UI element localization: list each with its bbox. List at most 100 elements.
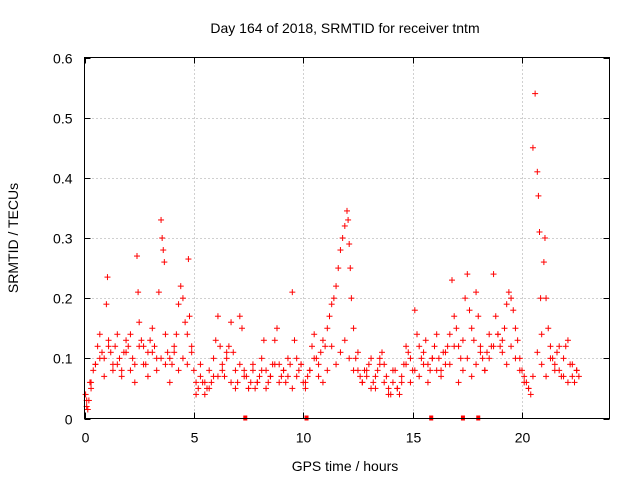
data-point bbox=[442, 349, 449, 356]
data-point bbox=[282, 379, 289, 386]
data-point bbox=[385, 385, 392, 392]
data-point bbox=[232, 385, 239, 392]
x-tick-label: 20 bbox=[515, 430, 531, 446]
x-tick-label: 15 bbox=[406, 430, 422, 446]
data-point bbox=[389, 367, 396, 374]
data-point bbox=[322, 343, 329, 350]
data-point bbox=[339, 235, 346, 241]
data-point bbox=[94, 343, 101, 350]
data-point bbox=[236, 313, 243, 320]
data-point bbox=[193, 391, 200, 398]
data-point bbox=[271, 337, 278, 344]
data-point bbox=[429, 355, 436, 362]
data-point bbox=[335, 265, 342, 272]
data-point bbox=[569, 373, 576, 380]
data-point bbox=[551, 361, 558, 368]
data-point bbox=[405, 349, 412, 356]
data-point bbox=[131, 361, 138, 368]
data-point bbox=[376, 355, 383, 362]
data-point bbox=[372, 373, 379, 380]
data-point bbox=[529, 144, 536, 151]
data-point bbox=[571, 379, 578, 386]
data-point bbox=[411, 367, 418, 374]
data-point bbox=[449, 277, 455, 284]
data-point bbox=[505, 289, 512, 296]
data-point bbox=[171, 349, 178, 356]
data-point bbox=[468, 325, 475, 332]
data-point bbox=[225, 343, 232, 350]
data-point bbox=[503, 301, 510, 308]
data-point bbox=[214, 373, 221, 380]
data-point bbox=[201, 379, 208, 386]
y-tick-label: 0.2 bbox=[53, 291, 73, 307]
data-point bbox=[529, 373, 536, 380]
data-point bbox=[490, 343, 497, 350]
data-point bbox=[311, 355, 318, 362]
data-point bbox=[433, 367, 440, 374]
data-point bbox=[457, 355, 464, 362]
data-point bbox=[541, 235, 548, 241]
data-point bbox=[127, 367, 134, 374]
data-point bbox=[267, 373, 274, 380]
data-point bbox=[96, 331, 103, 338]
data-point bbox=[92, 361, 99, 368]
data-point bbox=[159, 235, 166, 241]
data-point bbox=[468, 373, 475, 380]
data-point bbox=[473, 361, 480, 368]
data-point bbox=[396, 391, 403, 398]
data-point bbox=[560, 373, 567, 380]
data-point bbox=[228, 319, 235, 326]
data-point bbox=[414, 331, 420, 338]
data-point bbox=[109, 367, 116, 374]
data-point bbox=[379, 349, 385, 356]
data-point bbox=[499, 337, 506, 344]
data-point bbox=[184, 361, 191, 368]
data-point bbox=[499, 349, 506, 356]
data-point bbox=[118, 373, 125, 380]
data-point bbox=[135, 289, 142, 296]
data-point bbox=[140, 361, 147, 368]
data-point bbox=[276, 379, 283, 386]
data-point bbox=[363, 367, 370, 374]
data-point bbox=[418, 355, 425, 362]
data-point bbox=[451, 343, 458, 350]
data-point bbox=[184, 331, 191, 338]
data-point bbox=[354, 349, 361, 356]
data-point bbox=[537, 295, 544, 302]
data-point bbox=[536, 228, 543, 235]
data-point bbox=[245, 385, 252, 392]
data-point bbox=[420, 349, 427, 356]
data-point bbox=[575, 373, 582, 380]
data-point bbox=[416, 373, 423, 380]
data-point bbox=[304, 373, 311, 380]
data-point bbox=[221, 373, 228, 380]
data-point bbox=[462, 295, 469, 302]
data-point bbox=[324, 367, 331, 374]
data-point bbox=[99, 349, 105, 356]
data-point bbox=[136, 319, 143, 326]
data-point bbox=[114, 331, 121, 338]
data-point bbox=[197, 361, 204, 368]
data-point bbox=[345, 216, 352, 223]
data-point bbox=[232, 367, 239, 374]
data-point bbox=[105, 337, 112, 344]
data-point bbox=[88, 379, 95, 386]
y-tick-labels: 0 0.1 0.2 0.3 0.4 0.5 0.6 bbox=[53, 51, 73, 428]
data-point bbox=[88, 385, 95, 392]
data-point bbox=[525, 385, 532, 392]
data-point bbox=[206, 385, 213, 392]
x-tick-label: 10 bbox=[296, 430, 312, 446]
data-point bbox=[534, 168, 541, 175]
data-point bbox=[289, 385, 296, 392]
data-point bbox=[185, 256, 192, 263]
data-point bbox=[175, 367, 182, 374]
data-point bbox=[162, 361, 169, 368]
data-point bbox=[260, 337, 267, 344]
data-point bbox=[333, 361, 340, 368]
data-point bbox=[258, 355, 265, 362]
data-point bbox=[508, 295, 515, 302]
data-point bbox=[306, 367, 313, 374]
data-point bbox=[376, 361, 383, 368]
data-point bbox=[241, 367, 248, 374]
